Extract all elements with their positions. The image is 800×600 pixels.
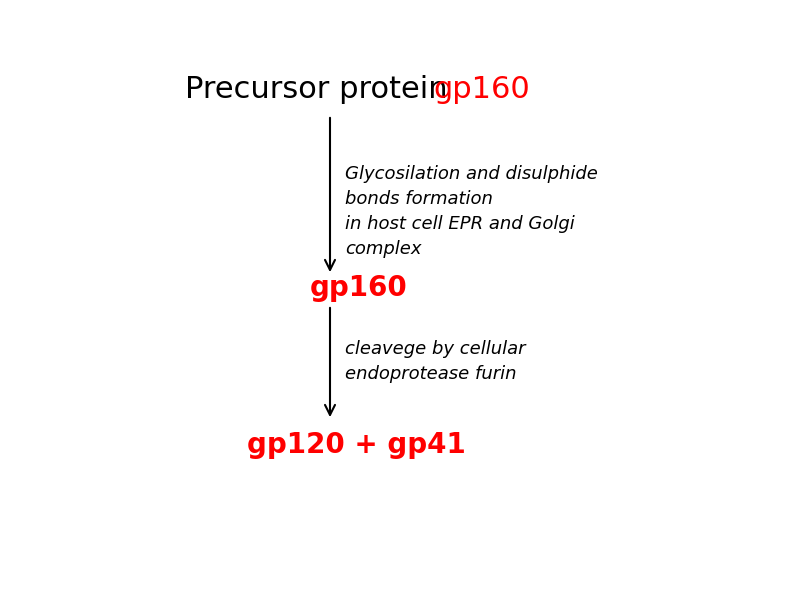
Text: gp160: gp160: [433, 75, 530, 104]
Text: gp160: gp160: [310, 274, 408, 302]
Text: Glycosilation and disulphide
bonds formation
in host cell EPR and Golgi
complex: Glycosilation and disulphide bonds forma…: [345, 165, 598, 258]
Text: Precursor protein: Precursor protein: [185, 75, 458, 104]
Text: gp120 + gp41: gp120 + gp41: [247, 431, 466, 459]
Text: cleavege by cellular
endoprotease furin: cleavege by cellular endoprotease furin: [345, 340, 526, 383]
